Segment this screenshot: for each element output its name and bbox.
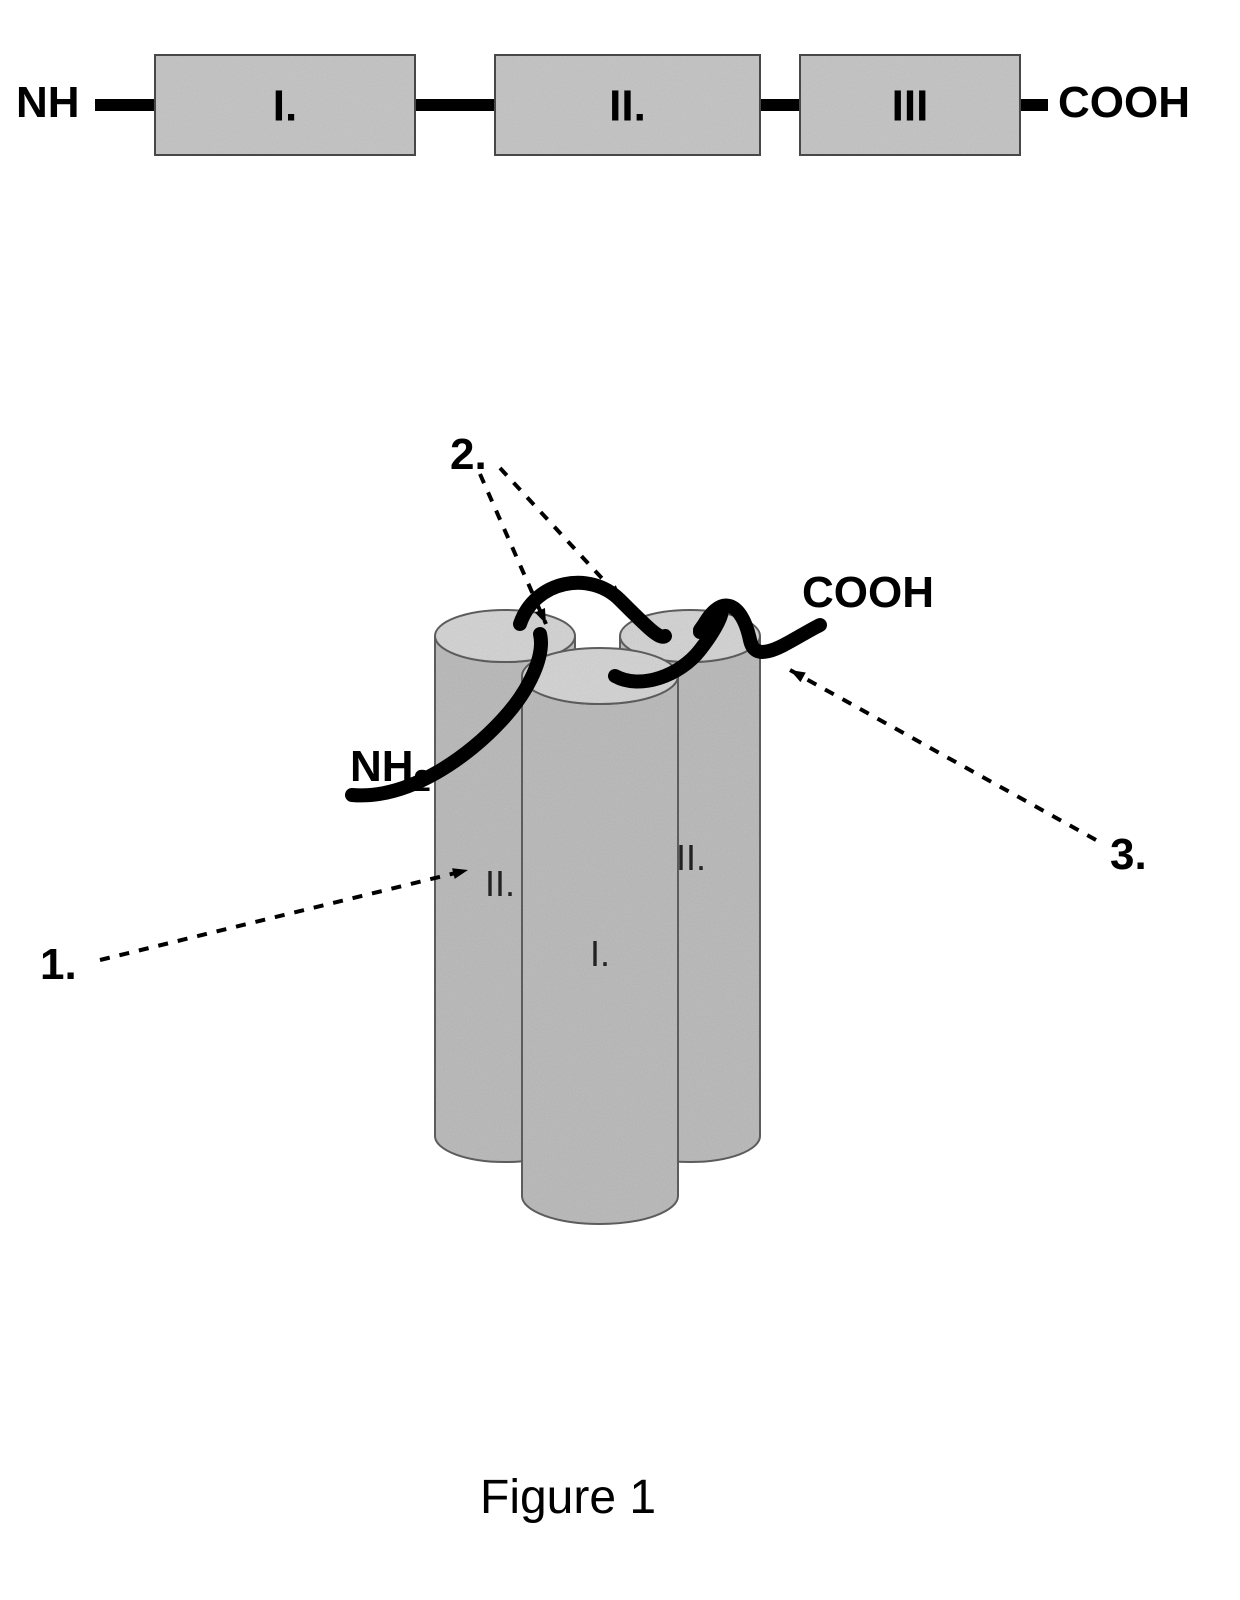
bundle-cooh-terminus: COOH [802,568,934,618]
bundle-nh2-terminus: NH2 [350,742,431,799]
helix-bundle-diagram: II.III.I. [0,0,1240,1400]
svg-text:I.: I. [590,933,610,974]
pointer-1-label: 1. [40,940,77,990]
pointer-3-label: 3. [1110,830,1147,880]
pointer-2-label: 2. [450,430,487,480]
figure-stage: I.II.III NH COOH II.III.I. NH2 COOH 1. 2… [0,0,1240,1600]
figure-caption: Figure 1 [480,1470,656,1525]
svg-text:II.: II. [485,863,515,904]
